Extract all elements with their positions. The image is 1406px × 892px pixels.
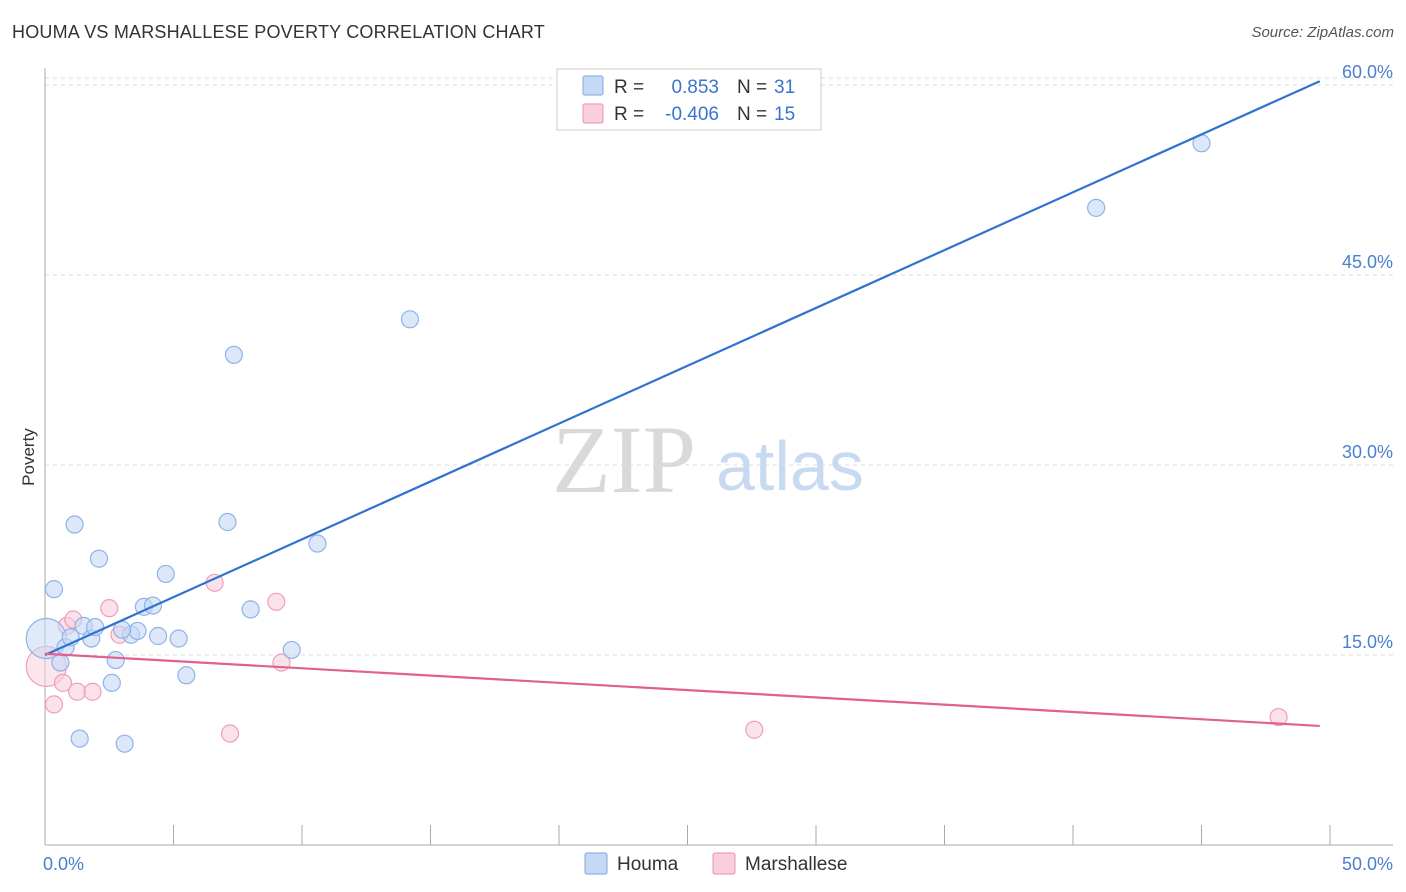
- watermark-atlas: atlas: [716, 427, 864, 505]
- bottom-legend: Houma Marshallese: [584, 852, 847, 875]
- y-tick-label-3: 60.0%: [1342, 62, 1393, 82]
- y-tick-label-0: 15.0%: [1342, 632, 1393, 652]
- houma-point-18: [148, 626, 168, 646]
- bottom-legend-houma: Houma: [617, 854, 679, 875]
- y-tick-labels: 15.0% 30.0% 45.0% 60.0%: [1342, 62, 1393, 652]
- bottom-legend-swatch-marshallese: [712, 852, 736, 875]
- houma-trend-line: [44, 80, 1321, 657]
- houma-point-12: [106, 650, 125, 670]
- bottom-legend-marshallese: Marshallese: [745, 854, 847, 875]
- legend-r-label-marshallese: R =: [614, 104, 644, 125]
- chart-title: HOUMA VS MARSHALLESE POVERTY CORRELATION…: [12, 22, 545, 42]
- houma-point-5: [65, 515, 84, 534]
- legend-r-label-houma: R =: [614, 77, 644, 98]
- houma-point-22: [218, 512, 237, 532]
- legend-n-value-marshallese: 15: [774, 104, 795, 125]
- watermark-zip: ZIP: [552, 406, 696, 513]
- houma-point-11: [102, 673, 121, 692]
- houma-point-2: [51, 653, 70, 672]
- trend-lines: [44, 80, 1321, 728]
- x-axis-ticks: [44, 825, 1331, 845]
- y-tick-label-1: 30.0%: [1342, 442, 1393, 462]
- x-tick-label-0: 0.0%: [43, 854, 84, 874]
- marshallese-point-10: [220, 724, 240, 743]
- houma-point-20: [169, 629, 188, 648]
- x-tick-label-1: 50.0%: [1342, 854, 1393, 874]
- watermark: ZIP atlas: [552, 406, 864, 513]
- x-tick-labels: 0.0% 50.0%: [43, 854, 1393, 874]
- houma-point-1: [44, 580, 64, 599]
- marshallese-point-11: [267, 592, 286, 611]
- houma-point-24: [241, 600, 260, 619]
- houma-point-28: [1087, 198, 1106, 217]
- marshallese-trend-line: [44, 652, 1320, 728]
- marshallese-point-2: [53, 673, 73, 692]
- legend-swatch-marshallese: [582, 103, 604, 124]
- marshallese-point-7: [100, 599, 119, 618]
- marshallese-point-6: [83, 682, 102, 701]
- houma-point-21: [177, 666, 196, 685]
- houma-point-25: [282, 640, 301, 660]
- houma-point-19: [156, 564, 175, 584]
- legend-swatch-houma: [582, 75, 604, 96]
- marshallese-point-5: [68, 682, 87, 701]
- data-points: [25, 134, 1288, 753]
- y-tick-label-2: 45.0%: [1342, 252, 1393, 272]
- legend-n-label-houma: N =: [737, 77, 767, 98]
- houma-point-23: [224, 345, 243, 364]
- marshallese-point-13: [745, 720, 764, 739]
- marshallese-point-1: [44, 695, 64, 714]
- legend-r-value-marshallese: -0.406: [665, 104, 719, 125]
- y-axis-label: Poverty: [19, 428, 38, 486]
- legend-n-value-houma: 31: [774, 77, 795, 98]
- houma-point-13: [115, 734, 134, 753]
- legend-n-label-marshallese: N =: [737, 104, 767, 125]
- houma-point-10: [89, 549, 109, 568]
- legend-r-value-houma: 0.853: [671, 77, 719, 98]
- houma-point-15: [128, 621, 147, 641]
- houma-point-27: [400, 310, 420, 329]
- legend-box: R = 0.853 N = 31 R = -0.406 N = 15: [556, 68, 822, 131]
- houma-point-6: [70, 729, 89, 748]
- source-credit: Source: ZipAtlas.com: [1251, 24, 1394, 41]
- bottom-legend-swatch-houma: [584, 852, 608, 875]
- gridlines: [45, 77, 1393, 656]
- houma-point-26: [308, 534, 327, 553]
- marshallese-point-14: [1269, 707, 1288, 727]
